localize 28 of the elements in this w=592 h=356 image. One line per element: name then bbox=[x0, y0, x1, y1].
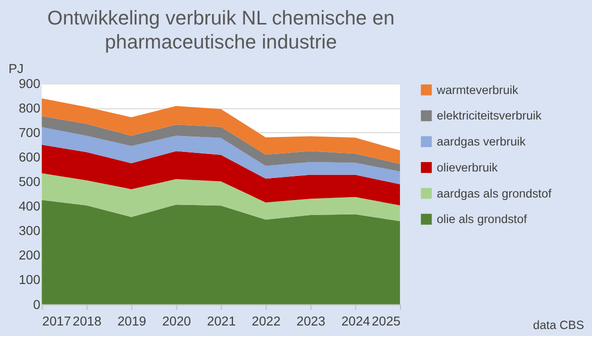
x-tick-label: 2017 bbox=[42, 314, 72, 329]
legend-label: olieverbruik bbox=[436, 160, 498, 174]
chart-title: Ontwikkeling verbruik NL chemische en pharmaceutische industrie bbox=[47, 8, 394, 54]
y-tick-label: 100 bbox=[18, 272, 40, 288]
x-tick-label: 2018 bbox=[72, 314, 102, 329]
y-tick-label: 0 bbox=[33, 296, 40, 312]
legend-label: elektriciteitsverbruik bbox=[436, 108, 542, 123]
x-tick-label: 2020 bbox=[162, 314, 191, 329]
text: data CBS bbox=[533, 318, 584, 332]
x-tick-label: 2021 bbox=[207, 314, 236, 329]
x-tick-label: 2023 bbox=[296, 314, 326, 329]
x-tick-label: 2024 bbox=[341, 314, 370, 329]
y-tick-label: 700 bbox=[18, 124, 40, 140]
y-tick-label: 500 bbox=[18, 174, 40, 190]
y-tick-label: 900 bbox=[18, 76, 40, 91]
y-tick-label: 200 bbox=[18, 248, 40, 263]
legend-label: aardgas verbruik bbox=[436, 134, 526, 149]
legend-label: olie als grondstof bbox=[436, 212, 528, 226]
y-axis-title: PJ bbox=[8, 60, 24, 76]
x-tick-label: 2025 bbox=[372, 314, 400, 329]
legend-label: warmteverbruik bbox=[436, 82, 518, 97]
y-tick-label: 600 bbox=[18, 150, 40, 165]
y-tick-label: 300 bbox=[18, 223, 40, 238]
x-tick-label: 2022 bbox=[252, 314, 281, 329]
y-tick-label: 400 bbox=[18, 198, 40, 214]
legend-label: aardgas als grondstof bbox=[436, 186, 552, 200]
y-tick-label: 800 bbox=[18, 100, 40, 116]
x-tick-label: 2019 bbox=[117, 314, 146, 329]
